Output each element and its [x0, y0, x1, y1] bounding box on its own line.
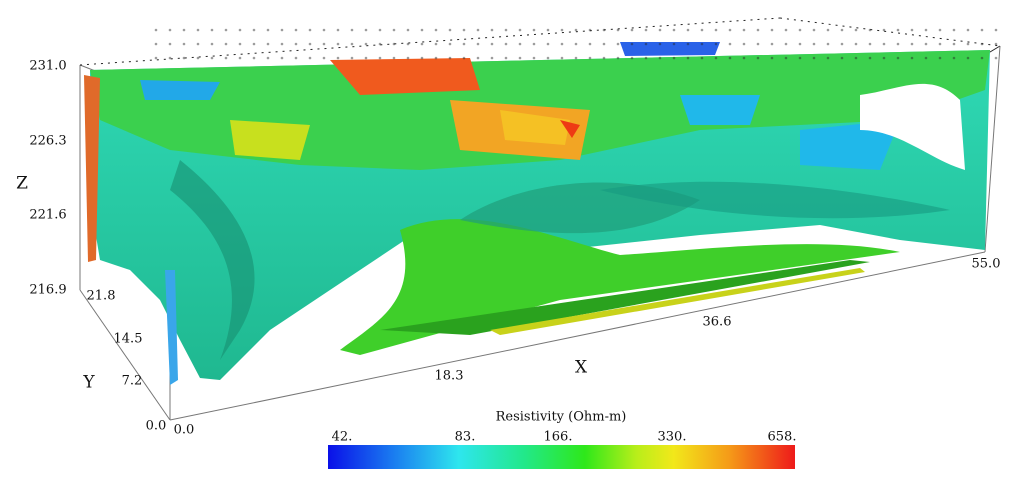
x-axis: X 0.0 18.3 36.6 55.0 — [174, 257, 1001, 438]
colorbar-tick-label: 658. — [768, 430, 797, 445]
axis-title: Y — [82, 373, 95, 393]
x-tick-label: 55.0 — [972, 257, 1001, 272]
y-axis: Y 21.8 14.5 7.2 0.0 — [82, 289, 166, 434]
x-tick-label: 0.0 — [174, 423, 195, 438]
colorbar-tick-label: 42. — [332, 430, 353, 445]
grid-dots — [150, 18, 1000, 68]
z-axis: Z 231.0 226.3 221.6 216.9 — [16, 59, 67, 298]
resistivity-volume — [84, 42, 990, 385]
colorbar-title: Resistivity (Ohm-m) — [496, 410, 627, 425]
y-tick-label: 7.2 — [122, 374, 143, 389]
colorbar-tick-label: 83. — [455, 430, 476, 445]
x-tick-label: 36.6 — [703, 315, 732, 330]
axis-title: Z — [16, 174, 28, 194]
y-tick-label: 0.0 — [146, 419, 167, 434]
x-tick-label: 18.3 — [435, 369, 464, 384]
z-tick-label: 216.9 — [29, 283, 66, 298]
z-tick-label: 231.0 — [29, 59, 66, 74]
colorbar-tick-label: 166. — [544, 430, 573, 445]
y-tick-label: 14.5 — [114, 332, 143, 347]
z-tick-label: 221.6 — [29, 208, 66, 223]
z-tick-label: 226.3 — [29, 134, 66, 149]
colorbar-tick-label: 330. — [658, 430, 687, 445]
y-tick-label: 21.8 — [87, 289, 116, 304]
axis-title: X — [575, 358, 588, 378]
colorbar: Resistivity (Ohm-m) 42. 83. 166. 330. 65… — [328, 410, 797, 469]
colorbar-scale — [328, 445, 795, 469]
